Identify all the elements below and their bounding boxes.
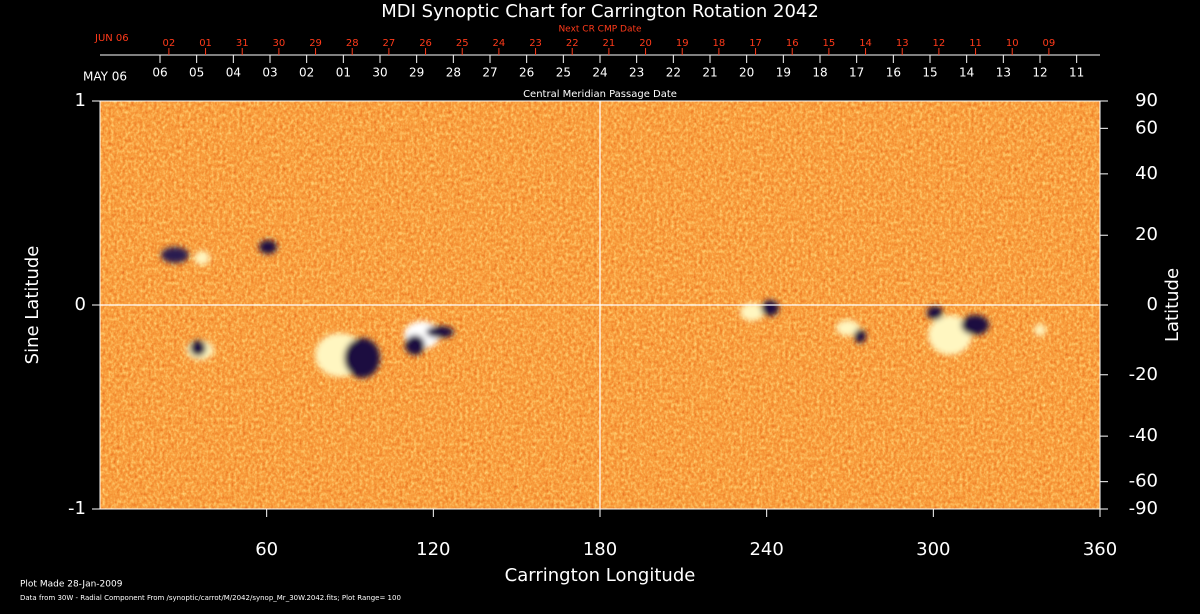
next-date-label: 17 [749, 38, 762, 49]
y2-axis-title: Latitude [1162, 268, 1183, 342]
region-dark [259, 240, 277, 254]
y-tick-label: 1 [75, 90, 86, 111]
region-bright [836, 320, 860, 336]
cmp-date-label: 12 [1032, 66, 1047, 80]
next-date-label: 23 [529, 38, 542, 49]
y2-tick-label: -60 [1129, 471, 1158, 492]
cmp-date-label: 28 [446, 66, 461, 80]
x-axis-title: Carrington Longitude [505, 565, 696, 586]
cmp-date-label: 26 [519, 66, 534, 80]
x-tick-label: 120 [416, 539, 450, 560]
next-date-label: 30 [273, 38, 286, 49]
x-tick-label: 240 [749, 539, 783, 560]
region-bright [740, 303, 764, 321]
cmp-date-label: 15 [922, 66, 937, 80]
cmp-date-label: 17 [849, 66, 864, 80]
cmp-date-label: 01 [336, 66, 351, 80]
cmp-date-label: 23 [629, 66, 644, 80]
cmp-date-label: 27 [482, 66, 497, 80]
region-bright [194, 251, 210, 265]
region-dark [927, 306, 943, 320]
next-date-label: 09 [1043, 38, 1056, 49]
cmp-date-label: 02 [299, 66, 314, 80]
region-bright [1034, 324, 1046, 336]
cmp-date-label: 29 [409, 66, 424, 80]
next-date-label: 27 [383, 38, 396, 49]
region-dark [344, 338, 380, 378]
next-date-label: 26 [419, 38, 432, 49]
cmp-date-label: 24 [592, 66, 607, 80]
next-date-label: 14 [859, 38, 872, 49]
cmp-month-label: MAY 06 [83, 70, 127, 84]
next-date-label: 19 [676, 38, 689, 49]
region-dark [854, 329, 866, 343]
y2-tick-label: 40 [1135, 163, 1158, 184]
x-tick-label: 300 [916, 539, 950, 560]
y2-tick-label: 20 [1135, 224, 1158, 245]
cmp-date-label: 21 [702, 66, 717, 80]
x-tick-label: 60 [255, 539, 278, 560]
region-dark [190, 340, 206, 356]
cmp-date-label: 04 [226, 66, 241, 80]
region-dark [426, 326, 454, 338]
next-date-label: 13 [896, 38, 909, 49]
cmp-axis-title: Central Meridian Passage Date [523, 89, 677, 100]
next-date-label: 16 [786, 38, 799, 49]
footer-made: Plot Made 28-Jan-2009 [20, 580, 123, 590]
x-tick-label: 180 [583, 539, 617, 560]
chart-title: MDI Synoptic Chart for Carrington Rotati… [381, 1, 819, 22]
y-tick-label: -1 [68, 498, 86, 519]
y2-tick-label: 90 [1135, 90, 1158, 111]
y-axis-title: Sine Latitude [22, 246, 43, 365]
region-dark [761, 300, 779, 316]
y2-tick-label: -90 [1129, 498, 1158, 519]
cmp-date-label: 22 [666, 66, 681, 80]
cmp-date-label: 11 [1069, 66, 1084, 80]
active-regions [161, 240, 1046, 378]
next-month-label: JUN 06 [94, 33, 129, 44]
y2-tick-label: 0 [1147, 294, 1158, 315]
cmp-date-label: 16 [886, 66, 901, 80]
region-dark [405, 335, 425, 355]
y2-tick-label: -20 [1129, 364, 1158, 385]
next-date-label: 22 [566, 38, 579, 49]
next-date-label: 24 [493, 38, 506, 49]
region-dark [961, 315, 989, 335]
cmp-date-label: 14 [959, 66, 974, 80]
cmp-date-label: 25 [556, 66, 571, 80]
cmp-date-label: 06 [152, 66, 167, 80]
next-date-label: 31 [236, 38, 249, 49]
next-date-label: 15 [823, 38, 836, 49]
next-date-label: 01 [199, 38, 212, 49]
next-date-label: 20 [639, 38, 652, 49]
cmp-date-label: 03 [262, 66, 277, 80]
next-date-label: 12 [933, 38, 946, 49]
cmp-date-label: 05 [189, 66, 204, 80]
cmp-date-label: 20 [739, 66, 754, 80]
cmp-date-label: 18 [812, 66, 827, 80]
x-tick-label: 360 [1083, 539, 1117, 560]
next-date-label: 10 [1006, 38, 1019, 49]
next-date-label: 21 [603, 38, 616, 49]
cmp-date-label: 19 [776, 66, 791, 80]
next-date-label: 29 [309, 38, 322, 49]
y-tick-label: 0 [75, 294, 86, 315]
cmp-date-label: 30 [372, 66, 387, 80]
next-axis-title: Next CR CMP Date [558, 25, 642, 35]
next-date-label: 28 [346, 38, 359, 49]
y2-tick-label: 60 [1135, 117, 1158, 138]
next-date-label: 25 [456, 38, 469, 49]
next-date-label: 11 [969, 38, 982, 49]
y2-tick-label: -40 [1129, 425, 1158, 446]
footer-source: Data from 30W - Radial Component From /s… [20, 594, 401, 602]
next-date-label: 18 [713, 38, 726, 49]
region-dark [161, 247, 189, 263]
next-date-label: 02 [163, 38, 176, 49]
cmp-date-label: 13 [996, 66, 1011, 80]
